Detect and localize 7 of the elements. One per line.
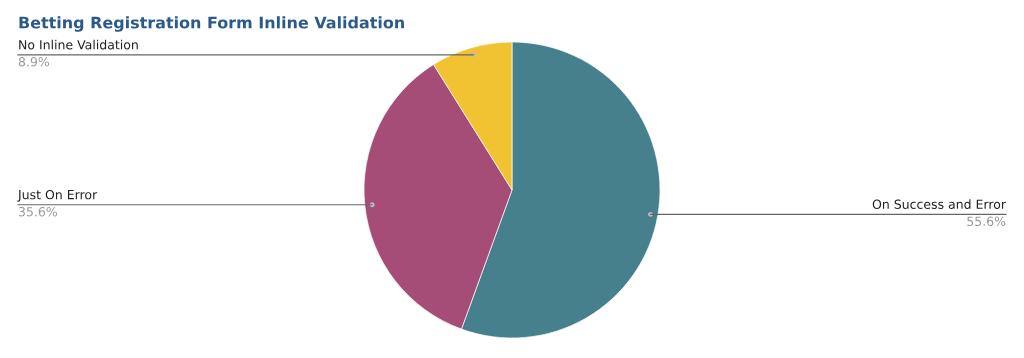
slice-label: Just On Error bbox=[17, 189, 98, 202]
data-label: 8.9% bbox=[18, 57, 50, 67]
data-label: 55.6% bbox=[967, 216, 1006, 227]
data-label: 35.6% bbox=[18, 206, 58, 217]
slice-label: No Inline Validation bbox=[19, 39, 138, 50]
slice-label: On Success and Error bbox=[872, 199, 1006, 209]
chart-title: Betting Registration Form Inline Validation bbox=[19, 16, 404, 32]
